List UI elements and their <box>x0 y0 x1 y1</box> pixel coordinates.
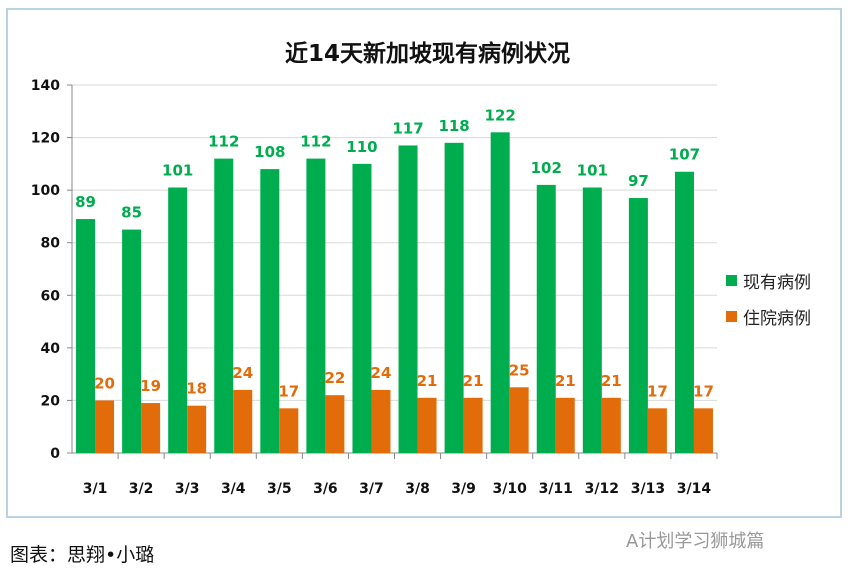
data-label: 21 <box>601 372 622 390</box>
bar-current <box>214 158 234 453</box>
y-tick-label: 60 <box>41 288 61 304</box>
data-label: 110 <box>346 138 377 156</box>
chart-title: 近14天新加坡现有病例状况 <box>284 41 570 67</box>
bar-hospitalized <box>463 397 483 453</box>
x-tick-label: 3/12 <box>585 481 619 497</box>
bar-current <box>398 145 418 453</box>
legend-label-hospital: 住院病例 <box>743 309 811 329</box>
x-tick-label: 3/14 <box>677 481 712 497</box>
data-label: 19 <box>140 377 161 395</box>
bar-hospitalized <box>693 408 713 453</box>
bar-hospitalized <box>601 397 621 453</box>
y-tick-label: 0 <box>50 446 60 462</box>
bar-hospitalized <box>371 389 391 453</box>
data-label: 101 <box>162 162 193 180</box>
legend-item-hospital: 住院病例 <box>726 304 811 329</box>
x-tick-label: 3/8 <box>405 481 430 497</box>
x-tick-label: 3/5 <box>267 481 292 497</box>
bar-current <box>122 229 142 453</box>
x-tick-label: 3/1 <box>83 481 108 497</box>
bar-current <box>260 169 280 453</box>
data-label: 17 <box>647 382 668 400</box>
data-label: 25 <box>509 361 530 379</box>
x-tick-label: 3/4 <box>221 481 246 497</box>
data-label: 17 <box>693 382 714 400</box>
bar-hospitalized <box>141 403 161 453</box>
watermark: A计划学习狮城篇 <box>626 531 765 552</box>
chart-frame <box>6 8 842 518</box>
bar-current <box>168 187 188 453</box>
y-tick-label: 140 <box>31 78 60 94</box>
data-label: 118 <box>438 117 469 135</box>
data-label: 108 <box>254 143 285 161</box>
x-tick-label: 3/7 <box>359 481 384 497</box>
data-label: 102 <box>531 159 562 177</box>
bar-hospitalized <box>417 397 437 453</box>
x-tick-label: 3/2 <box>129 481 154 497</box>
x-tick-label: 3/10 <box>493 481 528 497</box>
bar-hospitalized <box>647 408 667 453</box>
bar-current <box>582 187 602 453</box>
x-tick-label: 3/3 <box>175 481 200 497</box>
bar-current <box>536 184 556 453</box>
legend-label-current: 现有病例 <box>743 273 811 293</box>
data-label: 101 <box>577 162 608 180</box>
data-label: 24 <box>232 364 253 382</box>
legend-swatch-current <box>726 275 737 286</box>
bar-hospitalized <box>555 397 575 453</box>
bar-hospitalized <box>279 408 299 453</box>
data-label: 22 <box>324 369 345 387</box>
data-label: 17 <box>278 382 299 400</box>
caption: 图表：思翔•小璐 <box>10 544 155 566</box>
bar-current <box>444 142 464 454</box>
bar-hospitalized <box>325 395 345 453</box>
data-label: 89 <box>75 193 96 211</box>
data-label: 117 <box>392 119 423 137</box>
data-label: 21 <box>463 372 484 390</box>
data-label: 112 <box>208 133 239 151</box>
bar-hospitalized <box>95 400 115 453</box>
data-label: 24 <box>371 364 392 382</box>
x-tick-label: 3/9 <box>451 481 476 497</box>
bar-hospitalized <box>233 389 253 453</box>
y-tick-label: 20 <box>41 393 61 409</box>
data-label: 107 <box>669 146 700 164</box>
bar-hospitalized <box>509 387 529 453</box>
x-tick-label: 3/13 <box>631 481 665 497</box>
data-label: 112 <box>300 133 331 151</box>
data-label: 18 <box>186 380 207 398</box>
legend-item-current: 现有病例 <box>726 268 811 293</box>
bar-current <box>628 198 648 453</box>
bar-current <box>490 132 510 454</box>
y-tick-label: 120 <box>31 131 60 147</box>
y-tick-label: 100 <box>31 183 60 199</box>
y-tick-label: 40 <box>41 341 61 357</box>
data-label: 122 <box>485 106 516 124</box>
y-tick-label: 80 <box>41 236 61 252</box>
data-label: 85 <box>121 204 142 222</box>
data-label: 21 <box>555 372 576 390</box>
x-tick-label: 3/6 <box>313 481 338 497</box>
x-tick-label: 3/11 <box>539 481 573 497</box>
bar-current <box>306 158 326 453</box>
data-label: 20 <box>94 374 115 392</box>
bar-current <box>76 219 96 453</box>
bar-current <box>674 171 694 453</box>
data-label: 97 <box>628 172 649 190</box>
bar-hospitalized <box>187 405 207 453</box>
legend-swatch-hospital <box>726 311 737 322</box>
data-label: 21 <box>417 372 438 390</box>
bar-current <box>352 163 372 453</box>
